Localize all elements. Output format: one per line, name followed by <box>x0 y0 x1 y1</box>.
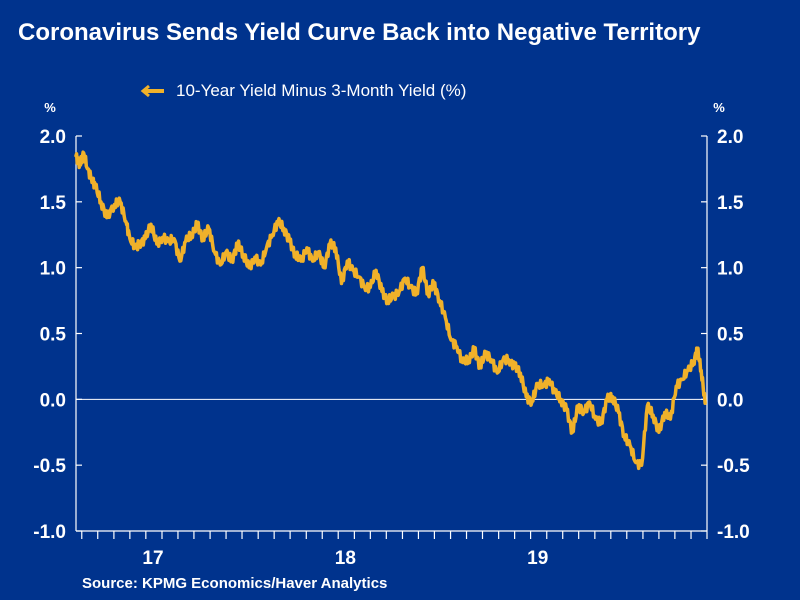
x-year-label: 18 <box>335 548 356 569</box>
y-unit-label-right: % <box>713 100 725 115</box>
y-tick-label-left: 1.0 <box>40 259 66 280</box>
legend-series-label: 10-Year Yield Minus 3-Month Yield (%) <box>176 81 467 100</box>
chart-title: Coronavirus Sends Yield Curve Back into … <box>18 19 701 46</box>
y-tick-label-left: 0.5 <box>40 325 67 346</box>
y-tick-label-left: 0.0 <box>40 390 66 411</box>
y-tick-label-right: 2.0 <box>717 127 743 148</box>
y-tick-label-right: 0.5 <box>717 325 744 346</box>
y-tick-label-right: -0.5 <box>717 456 750 477</box>
y-axis-right: 2.0 1.5 1.0 0.5 0.0 -0.5 -1.0% <box>701 100 750 543</box>
source-note: Source: KPMG Economics/Haver Analytics <box>82 575 388 592</box>
x-year-label: 19 <box>527 548 548 569</box>
x-year-label: 17 <box>142 548 163 569</box>
y-tick-label-right: 0.0 <box>717 390 743 411</box>
series-line-0 <box>74 150 707 471</box>
y-unit-label-left: % <box>44 100 56 115</box>
x-axis: 17 18 19 <box>76 530 708 569</box>
y-tick-label-left: 1.5 <box>40 193 67 214</box>
y-tick-label-right: 1.5 <box>717 193 744 214</box>
chart-legend: 10-Year Yield Minus 3-Month Yield (%) <box>138 81 466 101</box>
y-tick-label-left: -0.5 <box>33 456 66 477</box>
y-tick-label-left: 2.0 <box>40 127 66 148</box>
y-tick-label-right: 1.0 <box>717 259 743 280</box>
legend-series-swatch <box>140 84 164 98</box>
y-tick-label-left: -1.0 <box>33 522 66 543</box>
y-tick-label-right: -1.0 <box>717 522 750 543</box>
y-axis-left: 2.0 1.5 1.0 0.5 0.0 -0.5 -1.0% <box>33 100 82 543</box>
series-layer <box>74 150 707 471</box>
